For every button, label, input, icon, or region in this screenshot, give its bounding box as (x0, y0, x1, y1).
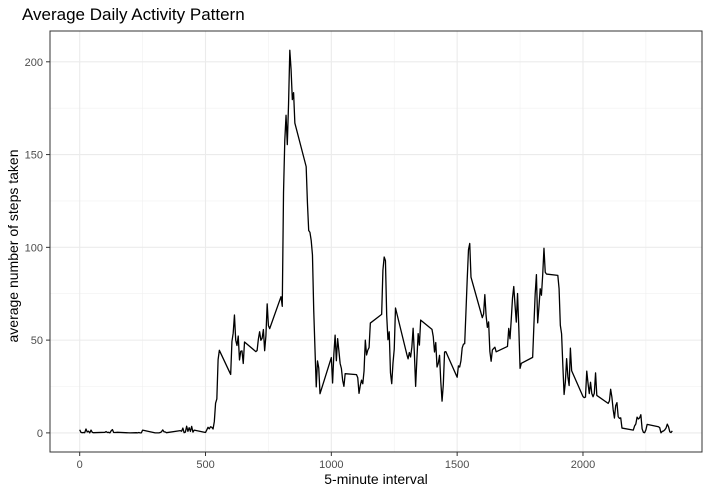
plot-panel-background (50, 31, 702, 452)
x-tick-label: 1500 (445, 459, 469, 471)
y-tick-label: 150 (25, 150, 43, 162)
y-tick-label: 50 (31, 335, 43, 347)
y-tick-label: 0 (37, 428, 43, 440)
x-axis-title: 5-minute interval (324, 471, 428, 487)
x-tick-label: 1000 (319, 459, 343, 471)
plot-panel (49, 30, 703, 453)
y-tick-label: 100 (25, 242, 43, 254)
minor-gridlines (50, 31, 702, 452)
x-tick-label: 2000 (571, 459, 595, 471)
y-axis-title: average number of steps taken (5, 149, 21, 342)
x-tick-label: 500 (196, 459, 214, 471)
y-tick-label: 200 (25, 57, 43, 69)
x-axis: 0 500 1000 1500 2000 (77, 452, 595, 471)
major-gridlines (50, 31, 702, 452)
chart-title: Average Daily Activity Pattern (22, 5, 245, 24)
x-tick-label: 0 (77, 459, 83, 471)
series-line (79, 49, 673, 434)
plot-panel-border (49, 30, 703, 453)
y-axis: 0 50 100 150 200 (25, 57, 50, 440)
